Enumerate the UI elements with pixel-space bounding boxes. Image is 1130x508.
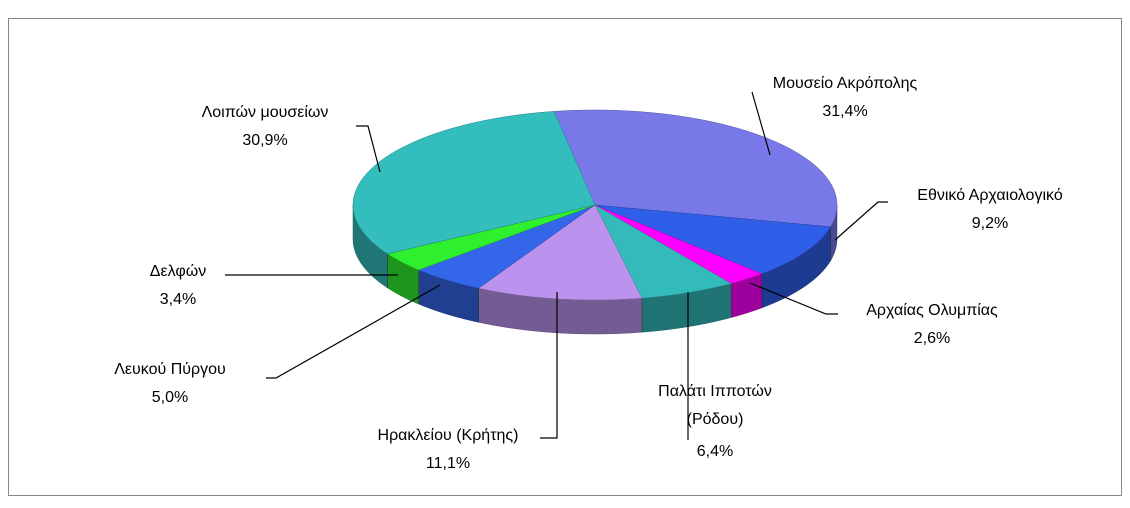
- leader-line: [266, 284, 441, 379]
- slice: [477, 204, 643, 301]
- slice-label-line: Παλάτι Ιπποτών: [658, 383, 772, 400]
- slice: [594, 204, 763, 284]
- slice-label: Αρχαίας Ολυμπίας: [866, 302, 998, 319]
- slice: [553, 109, 838, 228]
- value-label: 31,4%: [822, 103, 867, 120]
- value-label: 6,4%: [697, 443, 733, 460]
- value-label: 30,9%: [242, 132, 287, 149]
- leader-line: [356, 125, 381, 173]
- slice-label: Ηρακλείου (Κρήτης): [378, 427, 519, 444]
- value-label: 2,6%: [914, 330, 950, 347]
- leader-line: [749, 282, 838, 315]
- value-label: 5,0%: [152, 389, 188, 406]
- slice: [386, 204, 596, 271]
- value-label: 11,1%: [426, 455, 470, 472]
- slice-label: Λευκού Πύργου: [114, 361, 226, 378]
- value-label: 9,2%: [972, 215, 1008, 232]
- slice: [352, 111, 596, 255]
- slice-label: Εθνικό Αρχαιολογικό: [917, 187, 1063, 204]
- slice-label: Δελφών: [150, 263, 206, 280]
- slice-label: Λοιπών μουσείων: [202, 104, 329, 121]
- slice: [594, 204, 831, 275]
- value-label: 3,4%: [160, 291, 196, 308]
- leader-line: [751, 91, 771, 156]
- slice-label: Μουσείο Ακρόπολης: [773, 75, 918, 92]
- leader-line: [834, 201, 888, 241]
- slice-label: Παλάτι Ιπποτών (Ρόδου): [658, 383, 772, 428]
- slice: [417, 204, 596, 289]
- leader-line: [540, 292, 558, 439]
- slice-label-line: (Ρόδου): [687, 411, 744, 428]
